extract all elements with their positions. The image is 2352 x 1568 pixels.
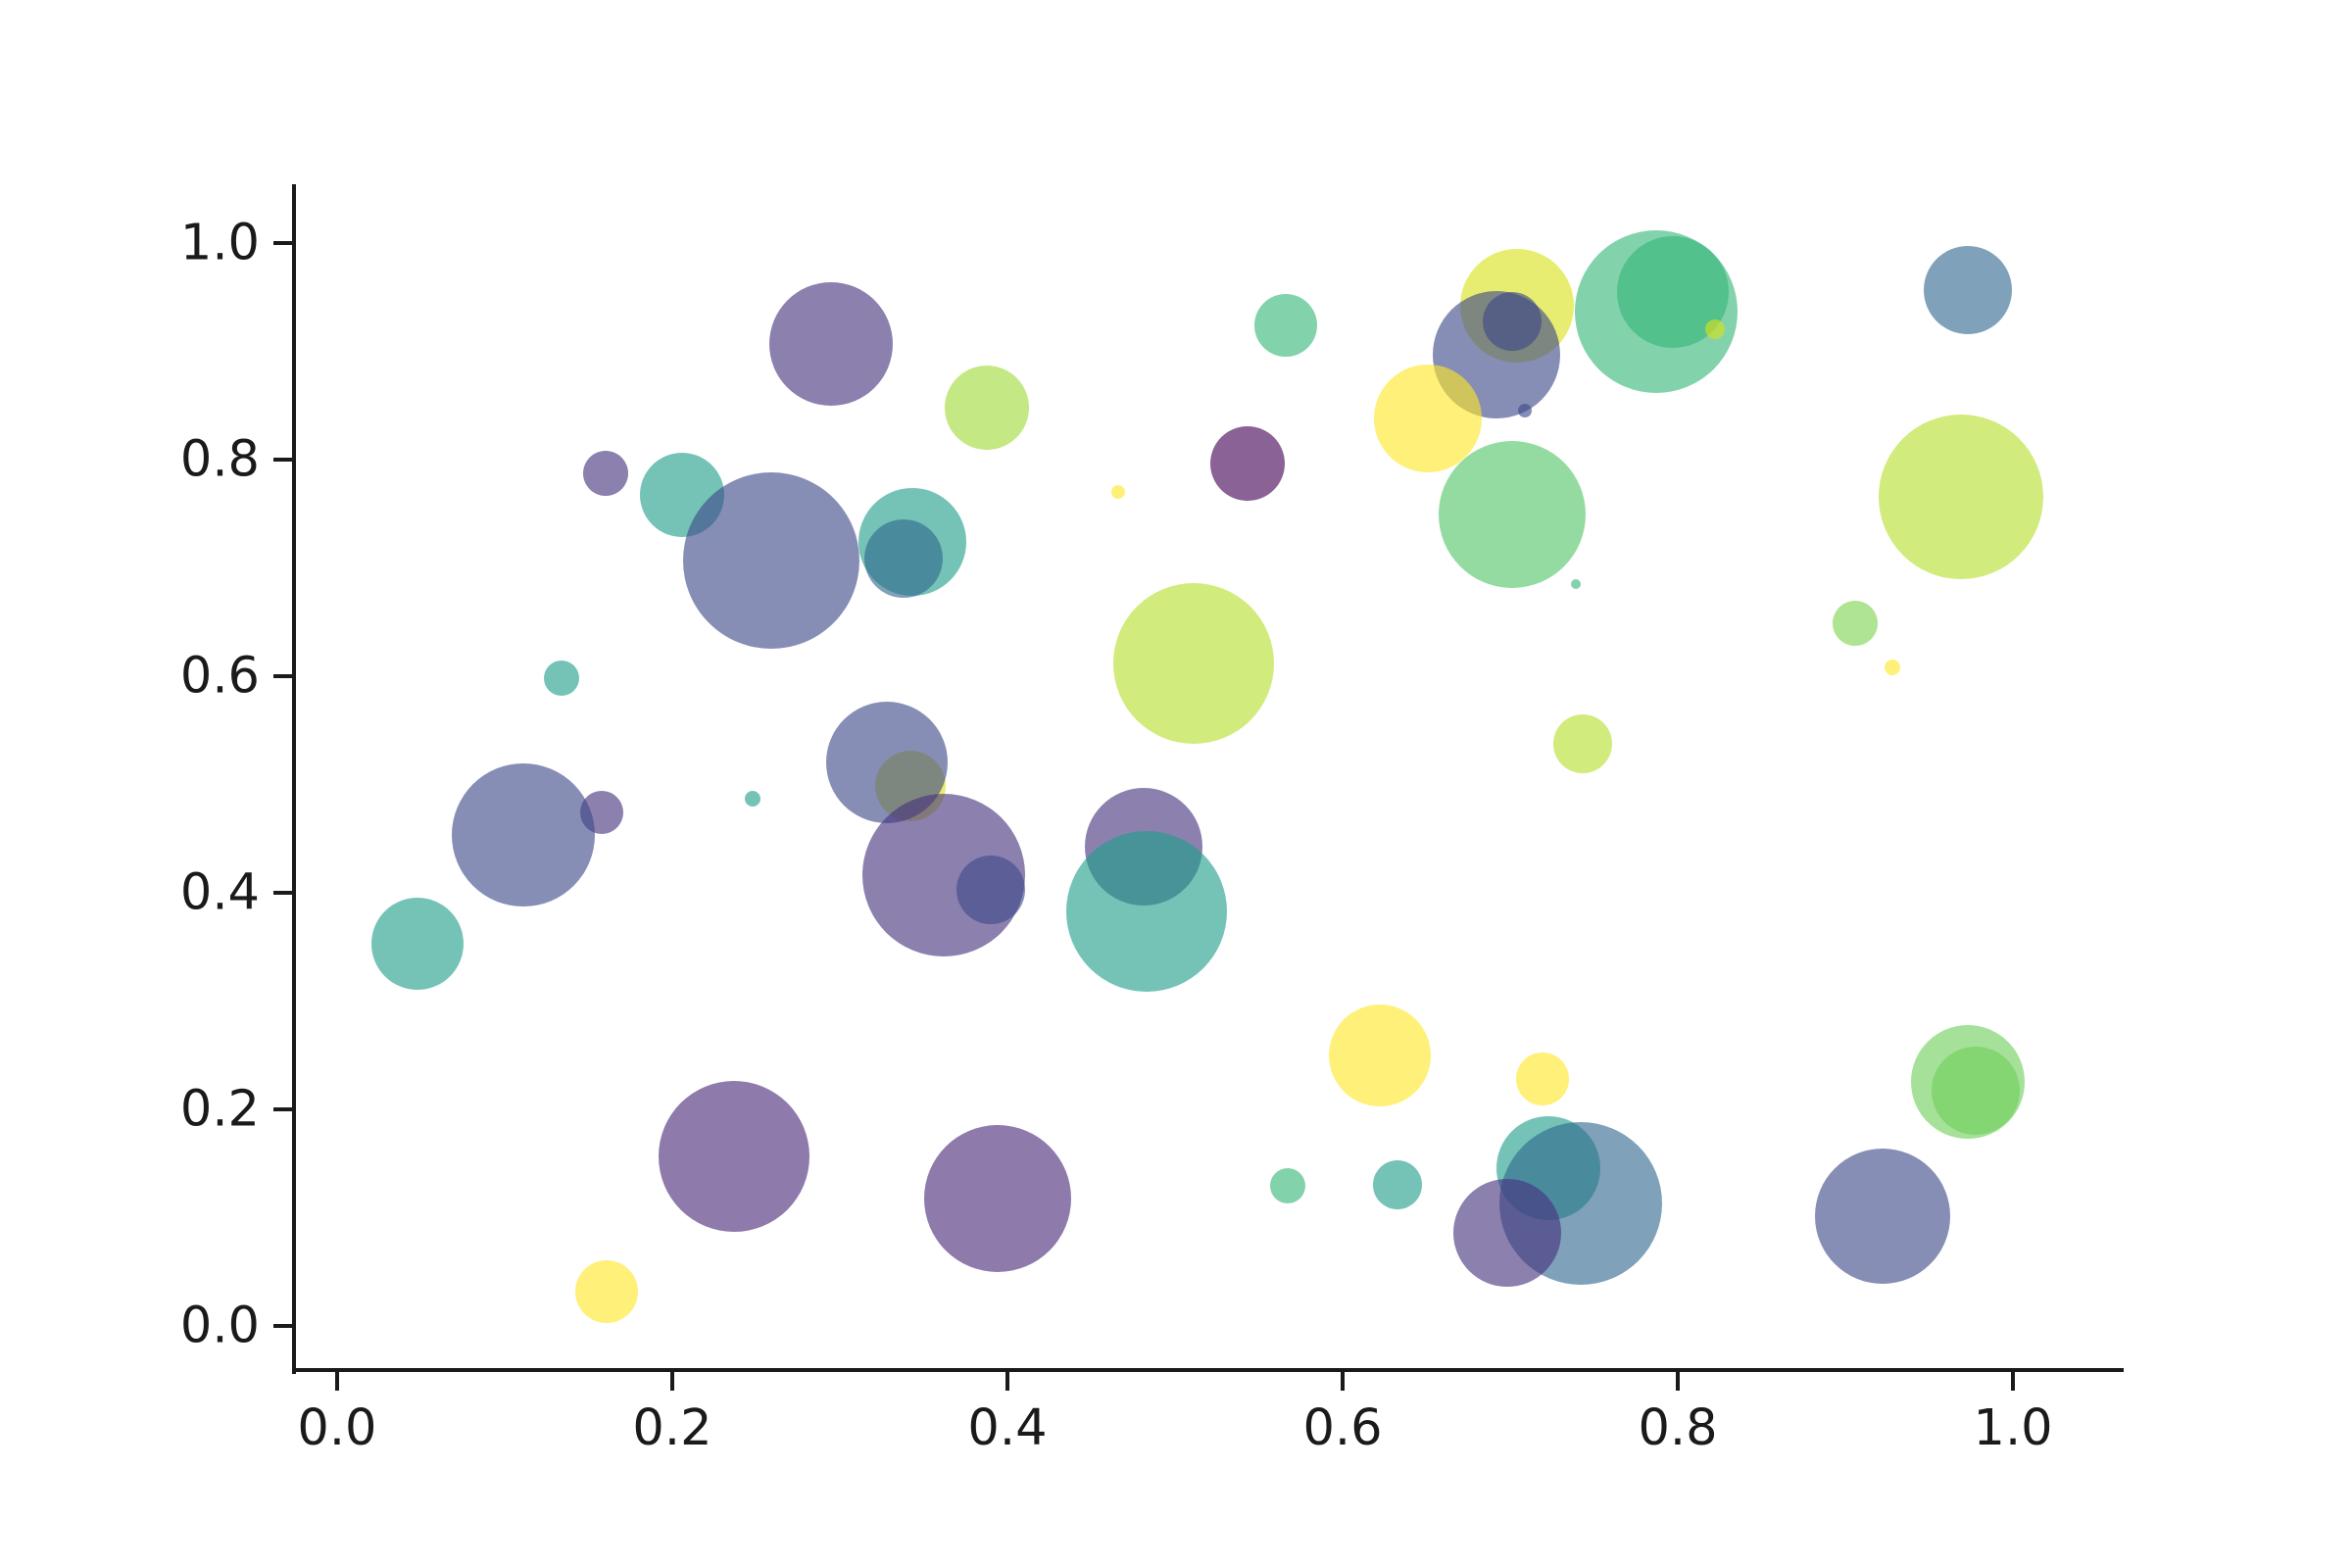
y-tick-label: 0.6 [179, 647, 260, 706]
y-tick-mark [273, 241, 292, 245]
scatter-bubble [1110, 485, 1125, 500]
y-tick-mark [273, 1324, 292, 1329]
scatter-bubble [451, 763, 595, 907]
x-tick-label: 1.0 [1973, 1399, 2053, 1457]
scatter-bubble [956, 855, 1025, 924]
scatter-bubble [1704, 319, 1725, 340]
scatter-bubble [682, 471, 859, 649]
scatter-bubble [1833, 600, 1879, 646]
scatter-bubble [1065, 830, 1227, 992]
y-tick-mark [273, 458, 292, 462]
scatter-bubble [1570, 579, 1581, 590]
scatter-bubble [575, 1259, 639, 1323]
x-tick-label: 0.6 [1302, 1399, 1383, 1457]
y-tick-label: 0.8 [179, 430, 260, 489]
x-tick-label: 0.0 [297, 1399, 377, 1457]
scatter-bubble [659, 1080, 810, 1232]
scatter-bubble [1814, 1149, 1950, 1285]
scatter-bubble [1438, 441, 1586, 589]
scatter-bubble [863, 518, 943, 598]
scatter-bubble [1328, 1004, 1431, 1106]
scatter-bubble [1518, 404, 1533, 418]
scatter-bubble [1374, 365, 1483, 473]
scatter-bubble [544, 661, 580, 697]
x-tick-mark [1341, 1372, 1346, 1391]
x-tick-mark [1004, 1372, 1009, 1391]
x-tick-label: 0.2 [632, 1399, 712, 1457]
scatter-bubble [1253, 293, 1317, 357]
x-tick-mark [334, 1372, 339, 1391]
scatter-bubble [745, 790, 761, 807]
scatter-bubble [1112, 582, 1274, 744]
y-tick-label: 0.2 [179, 1080, 260, 1139]
scatter-bubble [945, 365, 1030, 450]
scatter-bubble [1552, 713, 1612, 773]
scatter-bubble [923, 1124, 1071, 1272]
x-tick-mark [2011, 1372, 2016, 1391]
scatter-bubble [1932, 1047, 2021, 1136]
y-tick-mark [273, 674, 292, 678]
y-tick-label: 1.0 [179, 214, 260, 272]
scatter-bubble [582, 451, 628, 497]
y-tick-label: 0.0 [179, 1297, 260, 1355]
scatter-bubble [1373, 1160, 1423, 1210]
x-tick-mark [669, 1372, 674, 1391]
x-tick-label: 0.8 [1638, 1399, 1718, 1457]
x-axis-spine [292, 1368, 2124, 1372]
x-tick-label: 0.4 [967, 1399, 1048, 1457]
scatter-bubble [1209, 426, 1285, 502]
scatter-bubble [1269, 1168, 1305, 1204]
y-tick-mark [273, 891, 292, 896]
y-tick-label: 0.4 [179, 863, 260, 922]
y-axis-spine [292, 184, 296, 1374]
scatter-bubble [1482, 291, 1542, 351]
scatter-bubble [1884, 660, 1900, 676]
scatter-bubble [371, 897, 465, 990]
scatter-bubble [1515, 1053, 1569, 1106]
scatter-bubble [1879, 414, 2044, 579]
scatter-bubble [1452, 1178, 1561, 1287]
y-tick-mark [273, 1107, 292, 1112]
scatter-bubble [769, 281, 894, 406]
scatter-bubble [1923, 245, 2012, 334]
x-tick-mark [1676, 1372, 1681, 1391]
